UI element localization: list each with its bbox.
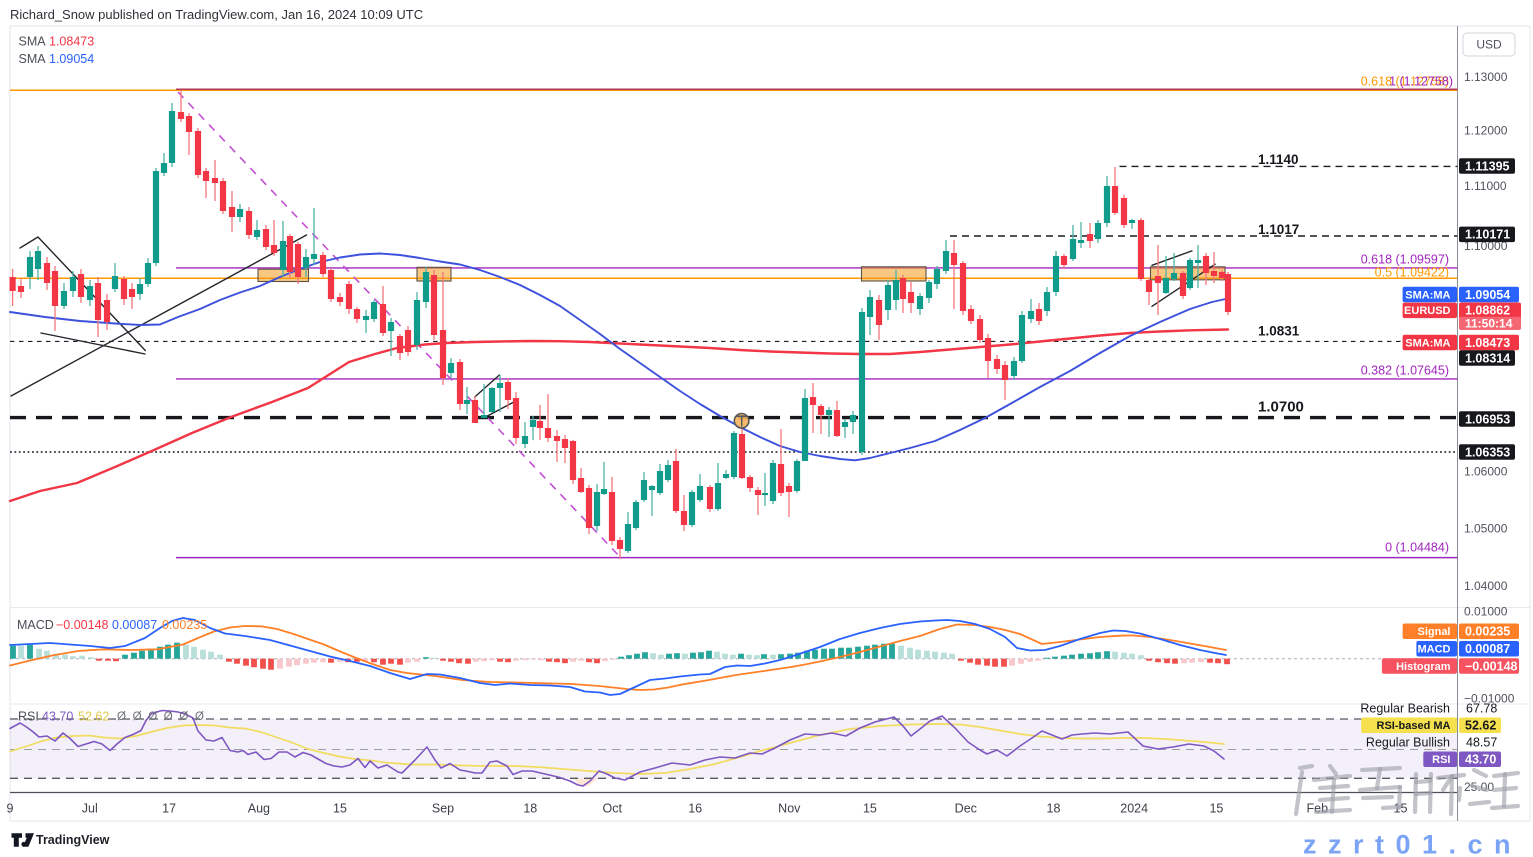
- svg-text:1.06353: 1.06353: [1465, 445, 1510, 459]
- svg-text:Ø: Ø: [164, 711, 173, 723]
- svg-text:−0.00148: −0.00148: [56, 618, 109, 632]
- svg-text:1.04000: 1.04000: [1464, 579, 1508, 593]
- svg-text:52.62: 52.62: [1465, 719, 1496, 733]
- svg-text:1.12000: 1.12000: [1464, 124, 1508, 138]
- svg-text:1.0831: 1.0831: [1258, 324, 1300, 339]
- svg-text:RSI: RSI: [1432, 754, 1450, 766]
- svg-text:0.00235: 0.00235: [162, 618, 207, 632]
- svg-text:RSI-based MA: RSI-based MA: [1377, 720, 1451, 732]
- svg-text:RSI: RSI: [18, 710, 39, 724]
- svg-text:EURUSD: EURUSD: [1404, 305, 1451, 317]
- svg-text:1.06000: 1.06000: [1464, 465, 1508, 479]
- svg-text:−0.00148: −0.00148: [1465, 659, 1518, 673]
- svg-text:1.08862: 1.08862: [1465, 303, 1510, 317]
- svg-text:0.01000: 0.01000: [1464, 604, 1508, 618]
- svg-text:Oct: Oct: [602, 802, 622, 816]
- svg-text:SMA: SMA: [19, 52, 47, 66]
- svg-text:1.08314: 1.08314: [1465, 351, 1510, 365]
- svg-text:1.1140: 1.1140: [1258, 152, 1299, 167]
- svg-text:1.09054: 1.09054: [49, 52, 94, 66]
- svg-text:17: 17: [162, 802, 176, 816]
- svg-text:Sep: Sep: [432, 802, 454, 816]
- svg-text:0.618 (1.09597): 0.618 (1.09597): [1361, 253, 1449, 267]
- svg-text:−0.01000: −0.01000: [1464, 691, 1515, 705]
- svg-text:zzrt01.cn: zzrt01.cn: [1303, 830, 1522, 857]
- svg-text:9: 9: [7, 802, 14, 816]
- svg-text:15: 15: [1209, 802, 1223, 816]
- svg-text:Ø: Ø: [195, 711, 204, 723]
- svg-text:Aug: Aug: [248, 802, 270, 816]
- svg-text:SMA:MA: SMA:MA: [1405, 289, 1450, 301]
- svg-text:48.57: 48.57: [1466, 736, 1497, 750]
- svg-text:1.0700: 1.0700: [1258, 399, 1304, 416]
- svg-text:Signal: Signal: [1417, 626, 1450, 638]
- svg-text:SMA: SMA: [19, 35, 47, 49]
- svg-text:Ø: Ø: [148, 711, 157, 723]
- svg-text:43.70: 43.70: [42, 710, 73, 724]
- svg-text:0.382 (1.07645): 0.382 (1.07645): [1361, 363, 1449, 377]
- svg-text:Regular Bullish: Regular Bullish: [1366, 736, 1450, 750]
- svg-text:Ø: Ø: [117, 711, 126, 723]
- svg-text:Nov: Nov: [778, 802, 801, 816]
- svg-text:0 (1.04484): 0 (1.04484): [1385, 541, 1449, 555]
- svg-text:0.00087: 0.00087: [112, 618, 157, 632]
- svg-text:2024: 2024: [1120, 802, 1148, 816]
- svg-text:1.08473: 1.08473: [49, 35, 94, 49]
- svg-text:0.5 (1.09422): 0.5 (1.09422): [1375, 266, 1449, 280]
- svg-text:1.10171: 1.10171: [1465, 228, 1510, 242]
- svg-text:1.08473: 1.08473: [1465, 336, 1510, 350]
- svg-text:18: 18: [523, 802, 537, 816]
- svg-text:1 (1.12758): 1 (1.12758): [1389, 75, 1453, 89]
- svg-text:15: 15: [863, 802, 877, 816]
- svg-text:1.1017: 1.1017: [1258, 222, 1299, 237]
- svg-text:1.11395: 1.11395: [1465, 159, 1510, 173]
- svg-text:11:50:14: 11:50:14: [1465, 316, 1513, 330]
- svg-text:0.00087: 0.00087: [1465, 642, 1510, 656]
- svg-text:15: 15: [333, 802, 347, 816]
- svg-text:MACD: MACD: [17, 618, 54, 632]
- svg-text:1.10000: 1.10000: [1464, 239, 1508, 253]
- svg-text:SMA:MA: SMA:MA: [1405, 337, 1450, 349]
- svg-text:1.09054: 1.09054: [1465, 288, 1510, 302]
- svg-text:Ø: Ø: [133, 711, 142, 723]
- svg-text:43.70: 43.70: [1465, 753, 1496, 767]
- svg-text:Histogram: Histogram: [1396, 661, 1451, 673]
- svg-text:USD: USD: [1476, 38, 1502, 52]
- svg-text:52.62: 52.62: [78, 710, 109, 724]
- svg-text:67.78: 67.78: [1466, 701, 1497, 715]
- svg-text:Jul: Jul: [82, 802, 98, 816]
- svg-text:Regular Bearish: Regular Bearish: [1360, 701, 1450, 715]
- svg-text:1.11000: 1.11000: [1464, 179, 1507, 193]
- svg-text:1.06953: 1.06953: [1465, 412, 1510, 426]
- svg-text:Ø: Ø: [179, 711, 188, 723]
- svg-text:16: 16: [688, 802, 702, 816]
- svg-text:18: 18: [1047, 802, 1061, 816]
- svg-text:0.618 (1.12758): 0.618 (1.12758): [1361, 75, 1449, 89]
- svg-text:1.05000: 1.05000: [1464, 521, 1508, 535]
- svg-text:1.13000: 1.13000: [1464, 70, 1508, 84]
- svg-text:MACD: MACD: [1418, 644, 1451, 656]
- svg-text:0.00235: 0.00235: [1465, 625, 1510, 639]
- svg-text:Dec: Dec: [955, 802, 977, 816]
